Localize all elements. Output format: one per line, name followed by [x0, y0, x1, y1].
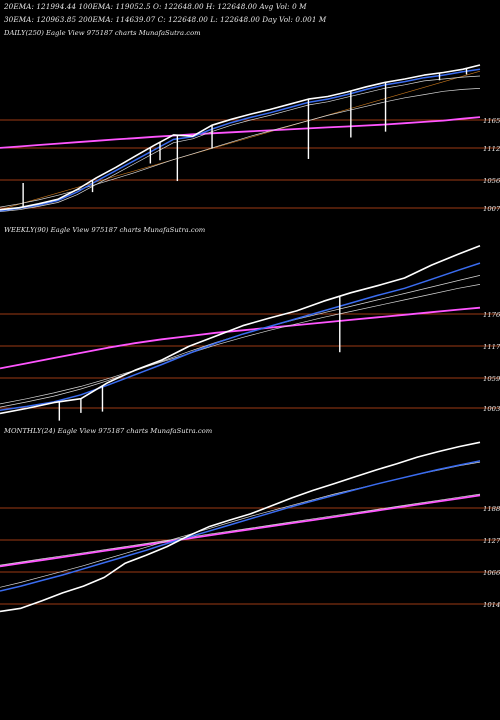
daily-panel: DAILY(250) Eagle View 975187 charts Muna… — [0, 29, 500, 213]
series-100ema-line — [0, 88, 481, 208]
y-tick-label: 1117 — [483, 343, 500, 351]
series-100ema-line — [0, 284, 481, 405]
series-price-line — [0, 64, 481, 211]
monthly-panel-title: MONTHLY(24) Eagle View 975187 charts Mun… — [3, 427, 212, 435]
ema-header-line-1: 20EMA: 121994.44 100EMA: 119052.5 O: 122… — [4, 2, 307, 11]
series-100ema-line — [0, 493, 481, 566]
daily-panel-title: DAILY(250) Eagle View 975187 charts Muna… — [3, 29, 201, 37]
series-price-line — [0, 441, 481, 613]
ema-header-line-2: 30EMA: 120963.85 200EMA: 114639.07 C: 12… — [4, 15, 327, 24]
y-tick-label: 1003 — [483, 405, 500, 413]
y-tick-label: 1066 — [483, 569, 500, 577]
monthly-panel: MONTHLY(24) Eagle View 975187 charts Mun… — [0, 427, 500, 613]
y-tick-label: 1176 — [483, 311, 500, 319]
series-200ema-line — [0, 494, 481, 568]
weekly-panel: WEEKLY(90) Eagle View 975187 charts Muna… — [0, 226, 500, 421]
y-tick-label: 1188 — [483, 505, 500, 513]
series-200ema-line — [0, 306, 481, 370]
y-tick-label: 1112 — [483, 145, 500, 153]
y-tick-label: 1007 — [483, 205, 500, 213]
y-tick-label: 1165 — [483, 117, 500, 125]
series-30ema-line — [0, 275, 481, 408]
y-tick-label: 1056 — [483, 177, 500, 185]
y-tick-label: 1059 — [483, 375, 500, 383]
weekly-panel-title: WEEKLY(90) Eagle View 975187 charts Muna… — [4, 226, 205, 234]
y-tick-label: 1127 — [483, 537, 500, 545]
series-20ema-line — [0, 68, 481, 212]
series-30ema-line — [0, 461, 481, 588]
series-20ema-line — [0, 460, 481, 592]
series-200ema-line — [0, 116, 481, 149]
y-tick-label: 1014 — [483, 601, 500, 609]
series-30ema-line — [0, 75, 481, 212]
series-20ema-line — [0, 262, 481, 412]
trend-line — [0, 70, 481, 210]
